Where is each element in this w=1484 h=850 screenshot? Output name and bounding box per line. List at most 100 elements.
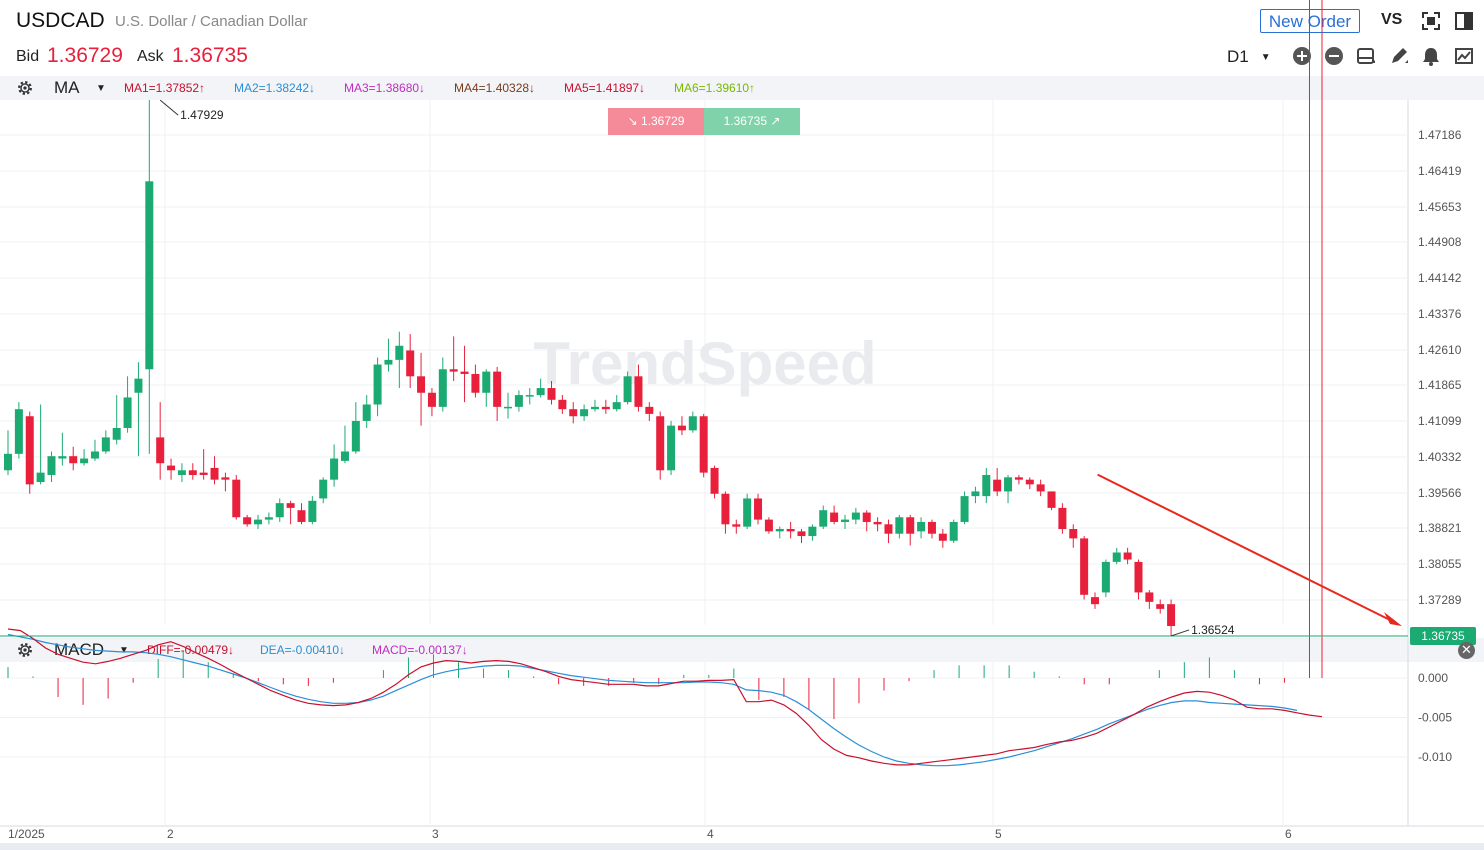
candle-body [1004,477,1013,492]
indicator-chart-icon[interactable] [1454,46,1474,66]
candle-body [536,388,545,396]
header-bar: USDCAD U.S. Dollar / Canadian Dollar Bid… [0,0,1484,76]
ma6-value: MA6=1.39610↑ [674,81,756,95]
chart-type-icon[interactable] [1356,46,1376,66]
draw-pen-icon[interactable] [1389,46,1409,66]
candle-body [493,371,502,407]
bid-label: Bid [16,48,40,65]
vs-compare-button[interactable]: VS [1381,11,1403,28]
macd-tick-label: 0.000 [1418,671,1448,685]
ma-settings-gear-icon[interactable] [16,79,34,97]
candle-body [710,467,719,494]
candle-body [177,470,186,475]
sell-quote-button[interactable]: ↘ 1.36729 [608,108,704,135]
macd-layer [7,0,1323,767]
candle-body [677,425,686,431]
candle-body [993,479,1002,492]
candle-body [156,437,165,464]
fullscreen-icon[interactable] [1421,11,1441,31]
candle-body [656,416,665,471]
price-tick-label: 1.44908 [1418,235,1462,249]
candle-body [254,519,263,525]
buy-quote-button[interactable]: 1.36735 ↗ [704,108,800,135]
candle-body [1069,529,1078,539]
candle-body [1156,604,1165,609]
candle-body [188,470,197,475]
candle-body [460,371,469,374]
candle-body [449,369,458,372]
price-tick-label: 1.42610 [1418,343,1462,357]
candle-body [895,517,904,534]
candle-body [808,526,817,537]
bid-value: 1.36729 [47,44,123,67]
time-tick-label: 1/2025 [8,827,45,841]
candle-body [623,376,632,403]
candle-body [699,416,708,473]
alert-bell-icon[interactable] [1421,46,1441,66]
price-tick-label: 1.46419 [1418,164,1462,178]
period-selector[interactable]: D1 ▼ [1227,47,1271,67]
diff-line [7,628,1323,766]
zoom-out-icon[interactable] [1324,46,1344,66]
close-macd-icon[interactable]: ✕ [1458,642,1475,659]
candle-body [819,510,828,527]
candle-body [395,345,404,360]
macd-settings-gear-icon[interactable] [16,641,34,659]
candle-body [1123,552,1132,560]
candle-body [547,388,556,400]
watermark: TrendSpeed [533,330,876,397]
candle-body [417,376,426,393]
candle-body [232,479,241,518]
candle-body [982,474,991,497]
candle-body [438,369,447,407]
candle-body [830,512,839,522]
time-tick-label: 5 [995,827,1002,841]
current-price-tag [1410,627,1476,646]
candle-body [1091,597,1099,605]
trend-arrow-head [1384,612,1402,627]
candle-body [210,467,219,480]
ma-indicator-name[interactable]: MA [54,78,80,97]
candle-body [917,521,926,532]
candle-body [1025,479,1034,485]
macd-chevron-down-icon[interactable]: ▼ [119,645,129,656]
candle-body [112,427,121,440]
zoom-in-icon[interactable] [1292,46,1312,66]
candle-body [264,517,273,520]
candle-body [645,406,654,414]
ma-chevron-down-icon[interactable]: ▼ [96,83,106,94]
candle-body [471,373,480,393]
window-icon[interactable] [1454,11,1474,31]
bottom-scrollbar[interactable] [0,843,1484,850]
dea-line [7,633,1298,767]
candle-body [243,517,252,525]
candle-body [145,181,154,370]
high-annotation-leader [159,99,179,116]
candle-body [906,517,915,534]
candle-body [743,498,752,527]
candle-body [69,456,78,464]
candle-body [1145,592,1154,602]
ask-value: 1.36735 [172,44,248,67]
candle-body [351,420,360,452]
candle-body [667,425,676,471]
dea-value: DEA=-0.00410↓ [260,643,346,657]
candle-body [580,409,589,417]
candle-body [482,371,491,393]
candles-layer [4,100,1176,636]
price-tick-label: 1.44142 [1418,271,1462,285]
chart-grid [0,100,1484,827]
candle-body [612,402,621,410]
time-tick-label: 3 [432,827,439,841]
candle-body [123,397,132,428]
macd-indicator-name[interactable]: MACD [54,640,105,659]
candle-body [960,496,969,522]
candle-body [1047,491,1056,508]
candle-body [427,392,436,407]
candle-body [90,451,99,459]
new-order-button[interactable]: New Order [1260,9,1360,33]
price-tick-label: 1.47186 [1418,128,1462,142]
candle-body [4,453,12,471]
price-plot-area [0,100,1408,625]
